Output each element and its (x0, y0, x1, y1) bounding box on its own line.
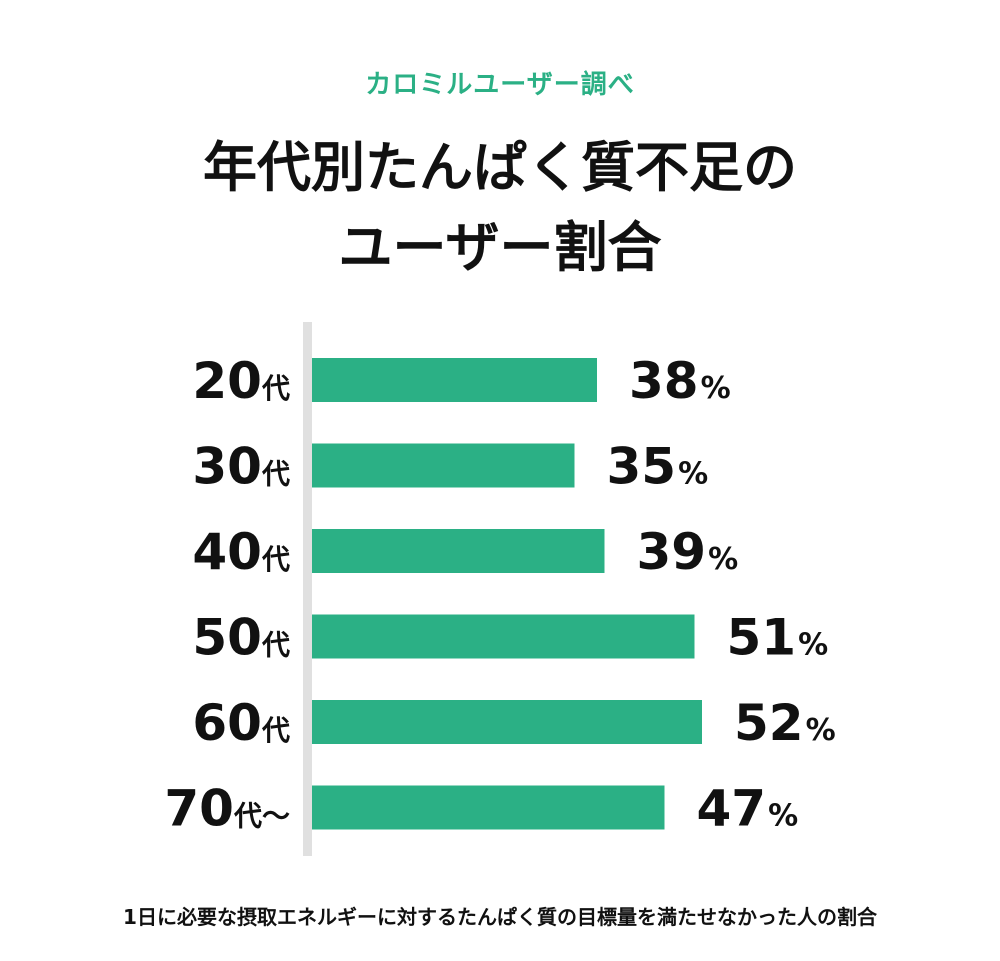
chart-title-line-2: ユーザー割合 (338, 216, 662, 279)
value-label: 52% (734, 694, 836, 752)
value-label: 47% (697, 780, 799, 838)
bar (312, 443, 575, 488)
value-number: 52 (734, 694, 804, 752)
bar (312, 358, 597, 402)
category-number: 20 (192, 352, 262, 410)
value-number: 51 (727, 609, 797, 667)
value-label: 39% (637, 523, 739, 581)
category-number: 60 (192, 694, 262, 752)
value-label: 35% (607, 438, 709, 496)
value-unit: % (806, 713, 836, 748)
value-number: 38 (629, 352, 699, 410)
chart-axis-line (303, 322, 312, 856)
category-label: 70代〜 (164, 780, 290, 838)
value-label: 51% (727, 609, 829, 667)
category-label: 50代 (192, 609, 290, 667)
bar (312, 785, 665, 830)
category-suffix: 代 (261, 458, 290, 491)
value-unit: % (798, 628, 828, 663)
bar (312, 700, 702, 744)
value-unit: % (768, 799, 798, 834)
bar (312, 529, 605, 573)
category-suffix: 代 (261, 372, 290, 405)
value-unit: % (678, 457, 708, 492)
category-suffix: 代 (261, 543, 290, 576)
value-unit: % (701, 371, 731, 406)
value-unit: % (708, 542, 738, 577)
category-label: 40代 (192, 523, 290, 581)
category-label: 20代 (192, 352, 290, 410)
category-number: 70 (164, 780, 234, 838)
bar (312, 614, 695, 659)
footnote: 1日に必要な摂取エネルギーに対するたんぱく質の目標量を満たせなかった人の割合 (123, 905, 877, 929)
category-number: 40 (192, 523, 262, 581)
chart-title: 年代別たんぱく質不足の ユーザー割合 (0, 128, 1000, 288)
category-label: 30代 (192, 438, 290, 496)
category-suffix: 代 (261, 714, 290, 747)
source-label: カロミルユーザー調べ (365, 70, 635, 100)
category-label: 60代 (192, 694, 290, 752)
value-number: 39 (637, 523, 707, 581)
category-number: 50 (192, 609, 262, 667)
value-number: 35 (607, 438, 677, 496)
category-number: 30 (192, 438, 262, 496)
value-number: 47 (697, 780, 767, 838)
category-suffix: 代 (261, 629, 290, 662)
value-label: 38% (629, 352, 731, 410)
chart-title-line-1: 年代別たんぱく質不足の (203, 136, 797, 199)
category-suffix: 代〜 (233, 800, 290, 833)
